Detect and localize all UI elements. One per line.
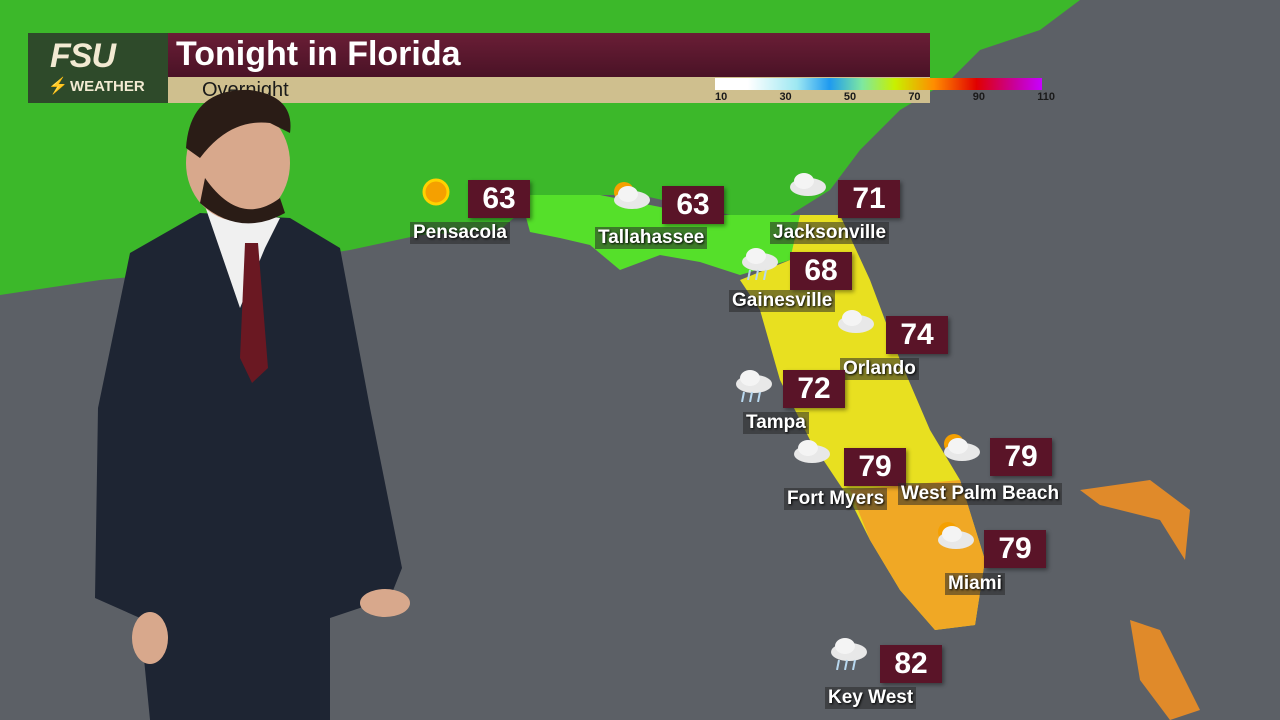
city-temperature: 72 [783, 370, 845, 408]
city-name: Tallahassee [595, 227, 708, 249]
city-name: Key West [825, 687, 917, 709]
city-name: Gainesville [729, 290, 836, 312]
scale-tick: 90 [972, 91, 985, 103]
scale-ticks: 10 30 50 70 90 110 [715, 91, 1055, 103]
city-name: Fort Myers [784, 488, 888, 510]
city-temperature: 71 [838, 180, 900, 218]
temperature-scale [715, 78, 1042, 90]
bahamas [1080, 480, 1200, 720]
city-temperature: 74 [886, 316, 948, 354]
city-temperature: 79 [984, 530, 1046, 568]
scale-tick: 110 [1037, 91, 1055, 103]
city-temperature: 79 [990, 438, 1052, 476]
city-name: Jacksonville [770, 222, 890, 244]
city-temperature: 63 [468, 180, 530, 218]
rain-icon [736, 370, 772, 402]
city-temperature: 82 [880, 645, 942, 683]
lightning-icon: ⚡ [48, 78, 68, 95]
city-temperature: 79 [844, 448, 906, 486]
city-temperature: 63 [662, 186, 724, 224]
city-name: Tampa [743, 412, 809, 434]
partly-cloudy-icon [614, 182, 650, 209]
header-banner: FSU ⚡ WEATHER Tonight in Florida Overnig… [28, 33, 1055, 103]
cloudy-icon [838, 310, 874, 333]
scale-tick: 30 [779, 91, 792, 103]
scale-tick: 10 [715, 91, 728, 103]
cloudy-icon [794, 440, 830, 463]
scale-tick: 50 [843, 91, 857, 103]
scale-tick: 70 [908, 91, 921, 103]
subtitle-bar: Overnight 10 30 50 70 90 110 [168, 77, 1055, 103]
city-name: Miami [945, 573, 1005, 595]
city-name: Orlando [840, 358, 919, 380]
partly-cloudy-icon [938, 522, 974, 549]
city-name: West Palm Beach [898, 483, 1063, 505]
meteorologist [95, 89, 410, 720]
rain-icon [742, 248, 778, 280]
page-title: Tonight in Florida [168, 33, 930, 77]
logo-sub: WEATHER [70, 78, 145, 95]
fsu-weather-logo: FSU ⚡ WEATHER [28, 33, 168, 103]
rain-icon [831, 638, 867, 670]
partly-cloudy-icon [944, 434, 980, 461]
city-name: Pensacola [410, 222, 510, 244]
cloudy-icon [790, 173, 826, 196]
logo-main: FSU [50, 37, 116, 75]
sunny-icon [422, 178, 450, 206]
city-temperature: 68 [790, 252, 852, 290]
